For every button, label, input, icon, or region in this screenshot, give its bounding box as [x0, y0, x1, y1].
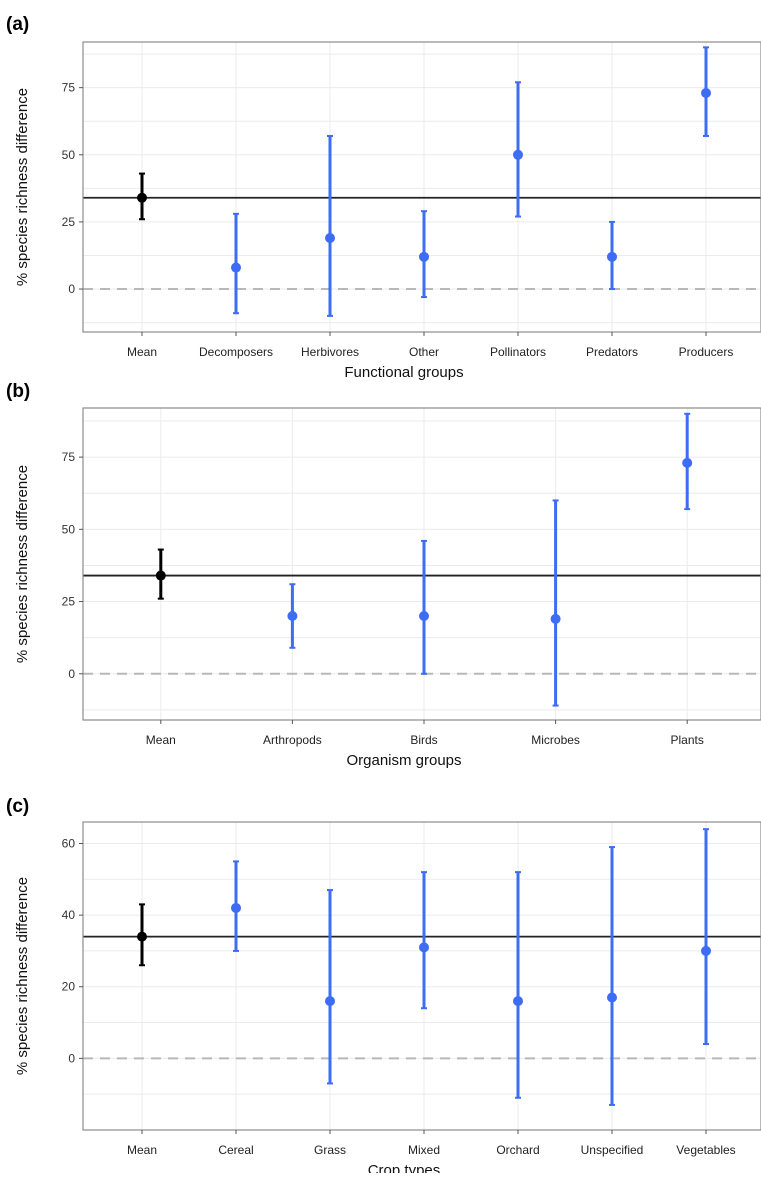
- x-tick-label: Vegetables: [676, 1143, 735, 1157]
- x-tick-label: Herbivores: [301, 345, 359, 359]
- x-tick-label: Unspecified: [581, 1143, 644, 1157]
- y-tick-label: 50: [62, 522, 76, 536]
- data-point: [550, 613, 561, 624]
- x-axis-title: Functional groups: [344, 364, 463, 381]
- data-point: [607, 251, 617, 262]
- data-point: [325, 233, 335, 244]
- x-axis-title: Organism groups: [346, 752, 461, 769]
- y-tick-label: 75: [62, 81, 76, 95]
- x-axis-title: Crop types: [368, 1162, 441, 1173]
- x-tick-label: Mixed: [408, 1143, 440, 1157]
- x-tick-label: Birds: [410, 733, 437, 747]
- panel-b: (b) 0 25 50 75 % species richness difference M…: [6, 381, 761, 769]
- y-tick-label: 50: [62, 148, 76, 162]
- x-tick-label: Plants: [671, 733, 704, 747]
- x-tick-label: Grass: [314, 1143, 346, 1157]
- data-point: [607, 992, 617, 1003]
- x-tick-label: Pollinators: [490, 345, 546, 359]
- x-tick-label: Other: [409, 345, 439, 359]
- mean-point: [137, 192, 147, 203]
- x-tick-label: Cereal: [218, 1143, 253, 1157]
- plot-frame: [82, 41, 761, 333]
- panel-c: (c) 0 20 40 60 % species richness difference M…: [6, 796, 761, 1178]
- data-point: [419, 251, 429, 262]
- y-tick-label: 25: [62, 215, 76, 229]
- data-point: [231, 902, 241, 913]
- panel-label: (a): [6, 14, 29, 35]
- y-axis-title: % species richness difference: [14, 88, 31, 286]
- data-point: [701, 88, 711, 99]
- x-tick-label: Microbes: [531, 733, 580, 747]
- x-tick-label: Mean: [127, 1143, 157, 1157]
- panel-a: (a) 0 25 50 75 % species richness difference M…: [6, 14, 761, 381]
- x-tick-label: Arthropods: [263, 733, 322, 747]
- plot-frame: [82, 407, 761, 721]
- x-tick-label: Orchard: [496, 1143, 539, 1157]
- x-tick-label: Decomposers: [199, 345, 273, 359]
- data-point: [287, 611, 298, 621]
- data-point: [682, 457, 693, 468]
- x-tick-label: Mean: [146, 733, 176, 747]
- data-point: [513, 149, 523, 160]
- y-tick-label: 0: [68, 282, 75, 296]
- data-point: [419, 611, 429, 621]
- panel-label: (b): [6, 381, 30, 402]
- panel-label: (c): [6, 796, 29, 817]
- y-tick-label: 40: [62, 908, 76, 922]
- x-tick-label: Producers: [679, 345, 734, 359]
- data-point: [701, 945, 711, 956]
- plot-frame: [82, 821, 761, 1131]
- y-tick-label: 60: [62, 836, 76, 850]
- y-tick-label: 75: [62, 450, 76, 464]
- y-tick-label: 20: [62, 980, 76, 994]
- y-axis-title: % species richness difference: [14, 465, 31, 663]
- data-point: [419, 942, 429, 953]
- mean-point: [137, 931, 147, 942]
- data-point: [513, 996, 523, 1007]
- data-point: [231, 262, 241, 273]
- x-tick-label: Mean: [127, 345, 157, 359]
- x-tick-label: Predators: [586, 345, 638, 359]
- mean-point: [155, 570, 166, 581]
- y-axis-title: % species richness difference: [14, 877, 31, 1075]
- y-tick-label: 25: [62, 595, 76, 609]
- y-tick-label: 0: [68, 667, 75, 681]
- y-tick-label: 0: [68, 1051, 75, 1065]
- data-point: [325, 996, 335, 1007]
